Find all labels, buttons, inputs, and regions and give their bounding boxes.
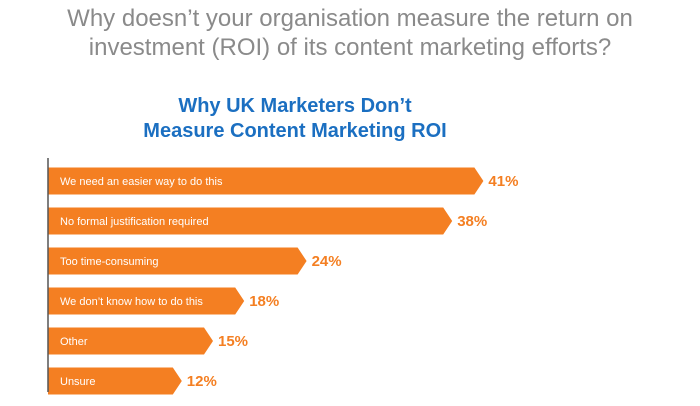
category-label-2: No formal justification required	[60, 216, 209, 228]
chart-title-line-1: Why UK Marketers Don’t	[178, 95, 412, 117]
headline-line-2: investment (ROI) of its content marketin…	[88, 34, 612, 61]
value-label-6: 12%	[187, 373, 217, 390]
chart-title-line-2: Measure Content Marketing ROI	[143, 120, 447, 142]
value-label-3: 24%	[312, 253, 342, 270]
bar-3	[48, 247, 307, 275]
category-label-5: Other	[60, 336, 88, 348]
bar-5	[48, 327, 213, 355]
category-label-1: We need an easier way to do this	[60, 176, 223, 188]
bar-1	[48, 167, 484, 195]
value-label-5: 15%	[218, 333, 248, 350]
value-label-4: 18%	[249, 293, 279, 310]
bar-6	[48, 367, 182, 395]
value-label-1: 41%	[488, 173, 518, 190]
category-label-4: We don’t know how to do this	[60, 296, 203, 308]
chart-title: Why UK Marketers Don’t Measure Content M…	[100, 94, 490, 144]
bar-4	[48, 287, 245, 315]
page-headline: Why doesn’t your organisation measure th…	[0, 4, 700, 62]
category-label-3: Too time-consuming	[60, 256, 158, 268]
value-label-2: 38%	[457, 213, 487, 230]
headline-line-1: Why doesn’t your organisation measure th…	[67, 5, 633, 32]
bar-2	[48, 207, 453, 235]
category-label-6: Unsure	[60, 376, 95, 388]
